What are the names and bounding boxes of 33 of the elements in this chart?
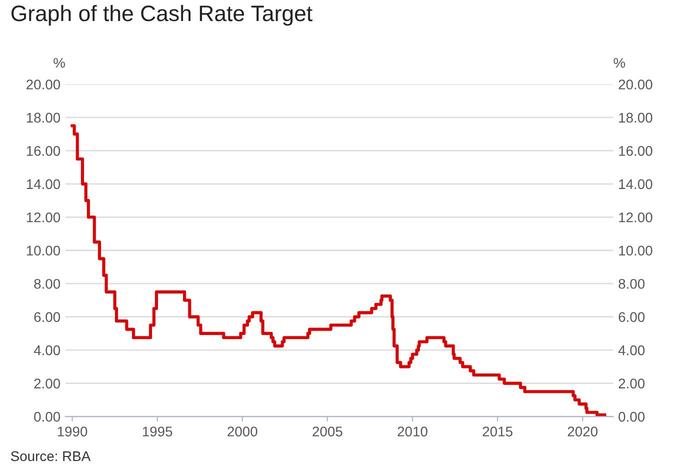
y2-tick-label: 0.00: [618, 412, 645, 422]
y2-tick-label: 12.00: [619, 212, 652, 222]
y2-tick-label: 4.00: [618, 345, 645, 356]
y-tick-label: 14.00: [26, 179, 60, 190]
y-tick-label: 12.00: [26, 212, 60, 222]
source-note: Source: RBA: [10, 451, 91, 462]
y2-axis-title: %: [614, 58, 626, 68]
x-tick-label: 2005: [312, 426, 342, 436]
y2-tick-label: 14.00: [619, 179, 652, 190]
y-tick-label: 8.00: [34, 278, 60, 289]
y2-tick-label: 18.00: [619, 112, 652, 123]
x-tick-label: 2010: [398, 426, 428, 436]
y2-tick-label: 10.00: [619, 246, 652, 256]
x-tick-label: 2000: [228, 426, 258, 436]
y2-tick-label: 6.00: [618, 312, 645, 322]
x-tick-label: 1990: [58, 426, 88, 436]
x-tick-label: 2020: [568, 426, 598, 436]
y-tick-label: 4.00: [34, 345, 60, 356]
y-tick-label: 0.00: [34, 412, 60, 422]
y2-tick-label: 2.00: [618, 378, 645, 388]
y-tick-label: 20.00: [26, 80, 60, 90]
y-tick-label: 16.00: [26, 146, 60, 156]
y2-tick-label: 20.00: [618, 80, 652, 90]
x-tick-label: 1995: [142, 426, 172, 436]
y-tick-label: 2.00: [34, 378, 60, 388]
y-axis-title: %: [54, 58, 65, 68]
y2-tick-label: 8.00: [618, 278, 645, 289]
y-tick-label: 10.00: [26, 246, 60, 256]
y-tick-label: 18.00: [26, 112, 60, 123]
chart-title: Graph of the Cash Rate Target: [11, 4, 312, 26]
y-tick-label: 6.00: [34, 312, 60, 322]
y2-tick-label: 16.00: [619, 146, 652, 156]
x-tick-label: 2015: [482, 426, 512, 436]
